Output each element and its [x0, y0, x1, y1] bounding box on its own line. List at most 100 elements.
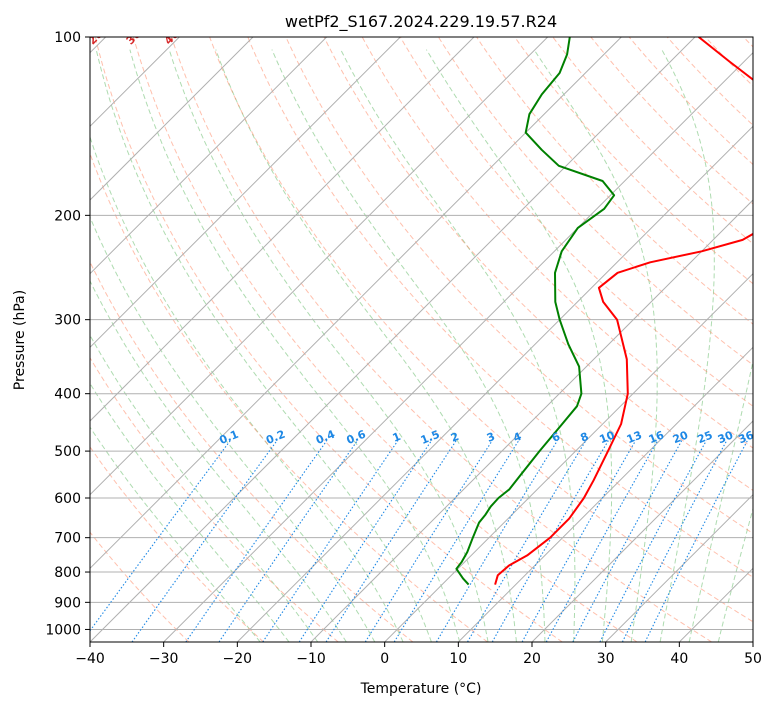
y-axis-label: Pressure (hPa): [12, 290, 28, 390]
dewpoint-trace: [455, 37, 616, 586]
x-tick-label: 10: [449, 651, 467, 667]
dry-adiabat-line: [247, 37, 753, 578]
isotherm-line: [90, 37, 475, 422]
dry-adiabat-line: [590, 37, 753, 205]
x-axis-label: Temperature (°C): [360, 681, 482, 697]
moist-adiabat-line: [90, 279, 347, 642]
y-tick-label: 800: [54, 565, 81, 581]
moist-adiabat-line: [340, 49, 576, 642]
y-tick-label: 300: [54, 313, 81, 329]
mixing-ratio-label: 2: [449, 430, 461, 445]
x-tick-label: −40: [75, 651, 105, 667]
isotherm-line: [90, 37, 622, 570]
dry-adiabat-line: [94, 37, 563, 642]
dry-adiabat-line: [552, 37, 753, 245]
y-tick-label: 200: [54, 208, 81, 224]
dry-adiabat-line: [171, 37, 712, 642]
x-tick-label: 30: [597, 651, 615, 667]
chart-title: wetPf2_S167.2024.229.19.57.R24: [285, 12, 557, 32]
y-tick-label: 900: [54, 595, 81, 611]
isotherm-line: [457, 346, 753, 642]
isotherm-line: [90, 37, 401, 349]
dry-adiabat-line: [209, 37, 753, 623]
mixing-ratio-label: 3: [485, 430, 497, 445]
x-tick-label: −30: [149, 651, 179, 667]
dry-adiabat-line: [90, 531, 190, 642]
dry-adiabat-line: [132, 37, 638, 642]
dry-adiabat-line: [90, 356, 339, 642]
dry-adiabats: [90, 37, 753, 642]
mixing-ratio-label: 1: [391, 430, 403, 445]
moist-adiabat-line: [717, 506, 753, 642]
mixing-ratio-line: [218, 440, 358, 642]
dry-adiabat-line: [285, 37, 753, 535]
mixing-ratio-line: [262, 440, 399, 642]
mixing-ratio-line: [435, 440, 558, 642]
moist-adiabat-line: [129, 49, 461, 642]
y-axis-ticks: 100 200 300 400 500 600 700 800 900 1000: [45, 30, 90, 638]
y-tick-label: 1000: [45, 622, 81, 638]
mixing-ratio-line: [185, 440, 328, 642]
dry-adiabat-label: 40: [162, 27, 182, 47]
y-tick-label: 100: [54, 30, 81, 46]
dry-adiabat-label: 20: [86, 27, 106, 47]
mixing-ratio-label: 10: [598, 428, 617, 446]
mixing-ratio-label: 20: [671, 428, 690, 446]
isotherm-line: [90, 37, 254, 201]
moist-adiabat-line: [168, 49, 489, 642]
mixing-ratio-label: 36: [737, 428, 756, 446]
moist-adiabat-line: [95, 49, 432, 642]
isotherm-line: [90, 37, 328, 275]
mixing-ratio-label: 8: [578, 430, 590, 445]
x-tick-label: 20: [523, 651, 541, 667]
mixing-ratio-line: [298, 440, 432, 642]
isotherm-line: [90, 37, 696, 642]
moist-adiabat-line: [533, 49, 658, 642]
isotherm-line: [310, 199, 753, 642]
mixing-ratio-line: [599, 440, 707, 642]
dry-adiabat-line: [90, 260, 414, 642]
isotherm-line: [90, 37, 549, 496]
y-tick-label: 600: [54, 491, 81, 507]
isotherm-line: [384, 272, 753, 642]
moist-adiabat-line: [659, 49, 715, 642]
mixing-ratio-line: [364, 440, 493, 642]
mixing-ratio-line: [467, 440, 587, 642]
x-axis-ticks: −40 −30 −20 −10 0 10 20 30 40 50: [75, 642, 762, 667]
moist-adiabat-line: [90, 215, 376, 642]
mixing-ratio-label: 25: [695, 428, 714, 446]
temperature-trace: [494, 37, 753, 585]
isobar-grid: [90, 37, 753, 630]
isotherm-line: [236, 125, 753, 642]
mixing-ratio-label: 13: [625, 428, 644, 446]
dry-adiabat-line: [476, 37, 753, 325]
mixing-ratio-line: [393, 440, 520, 642]
mixing-ratio-label: 16: [647, 428, 666, 446]
isotherm-line: [605, 493, 753, 642]
dry-adiabat-line: [437, 37, 753, 366]
dry-adiabat-label: 30: [124, 27, 144, 47]
mixing-ratio-line: [325, 440, 457, 642]
mixing-ratio-line: [491, 440, 609, 642]
plot-frame: [89, 36, 754, 643]
isotherm-line: [531, 420, 753, 642]
x-tick-label: 40: [670, 651, 688, 667]
x-tick-label: 0: [380, 651, 389, 667]
x-tick-label: −10: [296, 651, 326, 667]
moist-adiabat-line: [688, 358, 753, 642]
isotherm-grid: [90, 37, 753, 642]
moist-adiabats: [90, 49, 753, 642]
dry-adiabat-line: [399, 37, 753, 407]
y-tick-label: 400: [54, 387, 81, 403]
moist-adiabat-line: [271, 49, 546, 642]
sounding-traces: [455, 37, 753, 586]
mixing-ratio-line: [572, 440, 683, 642]
mixing-ratio-lines: [90, 440, 748, 642]
moist-adiabat-line: [90, 135, 404, 642]
isotherm-line: [163, 51, 753, 642]
y-tick-label: 700: [54, 531, 81, 547]
mixing-ratio-label: 30: [716, 428, 735, 446]
